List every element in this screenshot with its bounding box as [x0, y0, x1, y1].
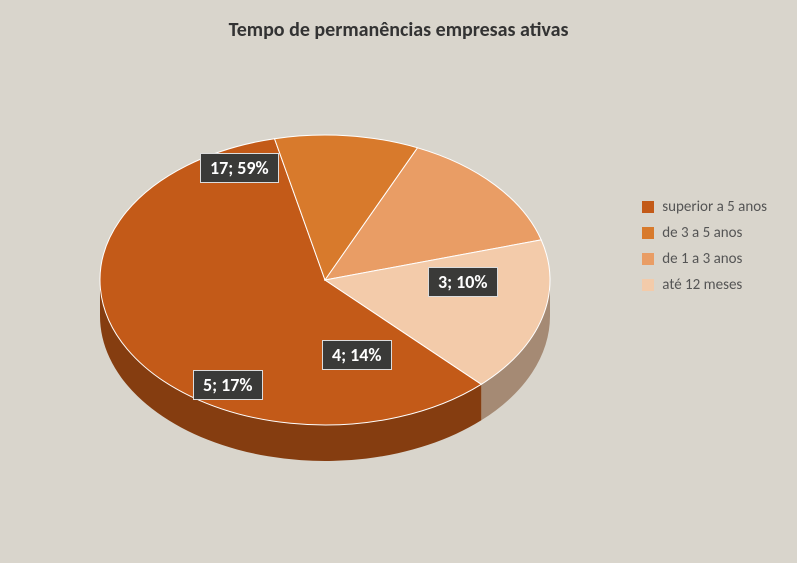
legend-swatch-2 — [642, 253, 654, 265]
legend-label-0: superior a 5 anos — [662, 198, 767, 216]
legend-item-3: até 12 meses — [642, 276, 767, 294]
chart-container: Tempo de permanências empresas ativas 17… — [0, 0, 797, 563]
slice-label-2: 4; 14% — [322, 340, 392, 370]
pie-chart — [65, 80, 605, 520]
legend-label-1: de 3 a 5 anos — [662, 224, 742, 242]
legend-item-2: de 1 a 3 anos — [642, 250, 767, 268]
legend-swatch-3 — [642, 279, 654, 291]
legend: superior a 5 anos de 3 a 5 anos de 1 a 3… — [642, 190, 767, 302]
legend-swatch-0 — [642, 201, 654, 213]
slice-label-1: 3; 10% — [428, 267, 498, 297]
slice-label-0: 17; 59% — [200, 153, 279, 183]
slice-label-3: 5; 17% — [193, 370, 263, 400]
legend-item-0: superior a 5 anos — [642, 198, 767, 216]
legend-label-2: de 1 a 3 anos — [662, 250, 742, 268]
chart-title: Tempo de permanências empresas ativas — [0, 18, 797, 42]
legend-label-3: até 12 meses — [662, 276, 742, 294]
legend-item-1: de 3 a 5 anos — [642, 224, 767, 242]
legend-swatch-1 — [642, 227, 654, 239]
